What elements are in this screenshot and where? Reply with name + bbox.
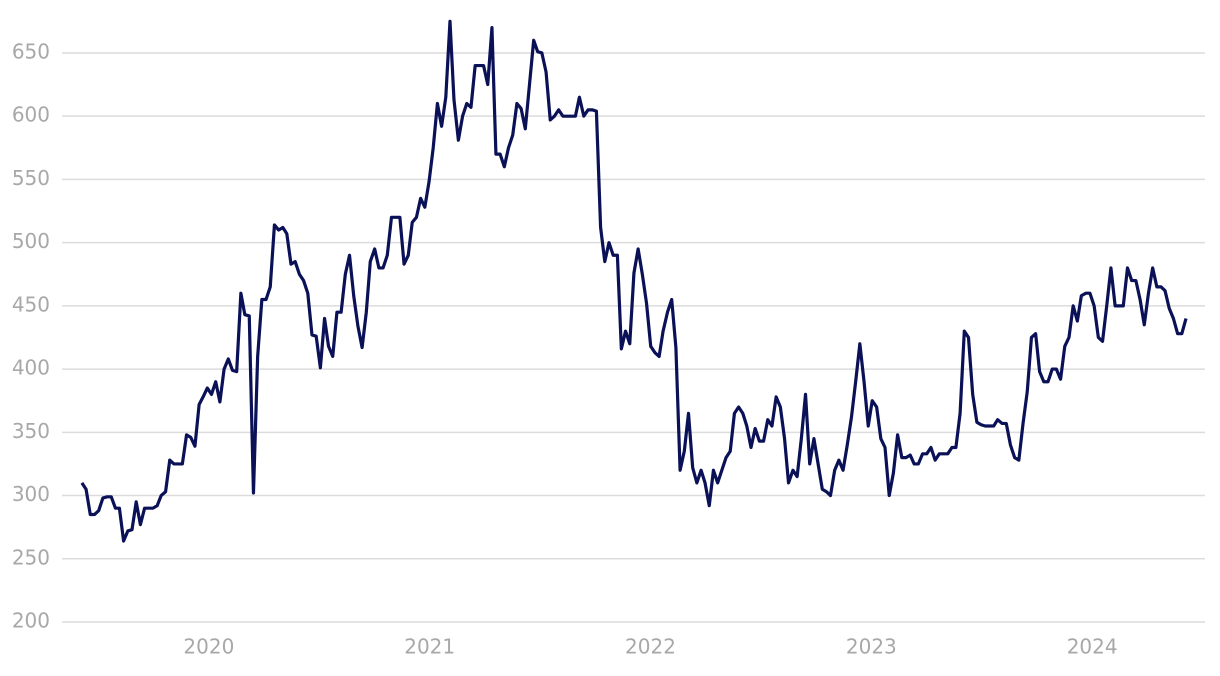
y-tick-label: 300 bbox=[12, 482, 50, 506]
y-tick-label: 200 bbox=[12, 609, 50, 633]
y-tick-label: 250 bbox=[12, 545, 50, 569]
y-tick-label: 600 bbox=[12, 103, 50, 127]
y-tick-label: 350 bbox=[12, 419, 50, 443]
x-tick-label: 2022 bbox=[625, 635, 676, 659]
x-tick-label: 2024 bbox=[1067, 635, 1118, 659]
x-tick-label: 2020 bbox=[183, 635, 234, 659]
y-tick-label: 500 bbox=[12, 229, 50, 253]
x-tick-label: 2023 bbox=[846, 635, 897, 659]
x-tick-label: 2021 bbox=[404, 635, 455, 659]
y-tick-label: 400 bbox=[12, 356, 50, 380]
y-tick-label: 550 bbox=[12, 166, 50, 190]
y-tick-label: 650 bbox=[12, 39, 50, 63]
line bbox=[80, 19, 1188, 543]
y-tick-label: 450 bbox=[12, 292, 50, 316]
